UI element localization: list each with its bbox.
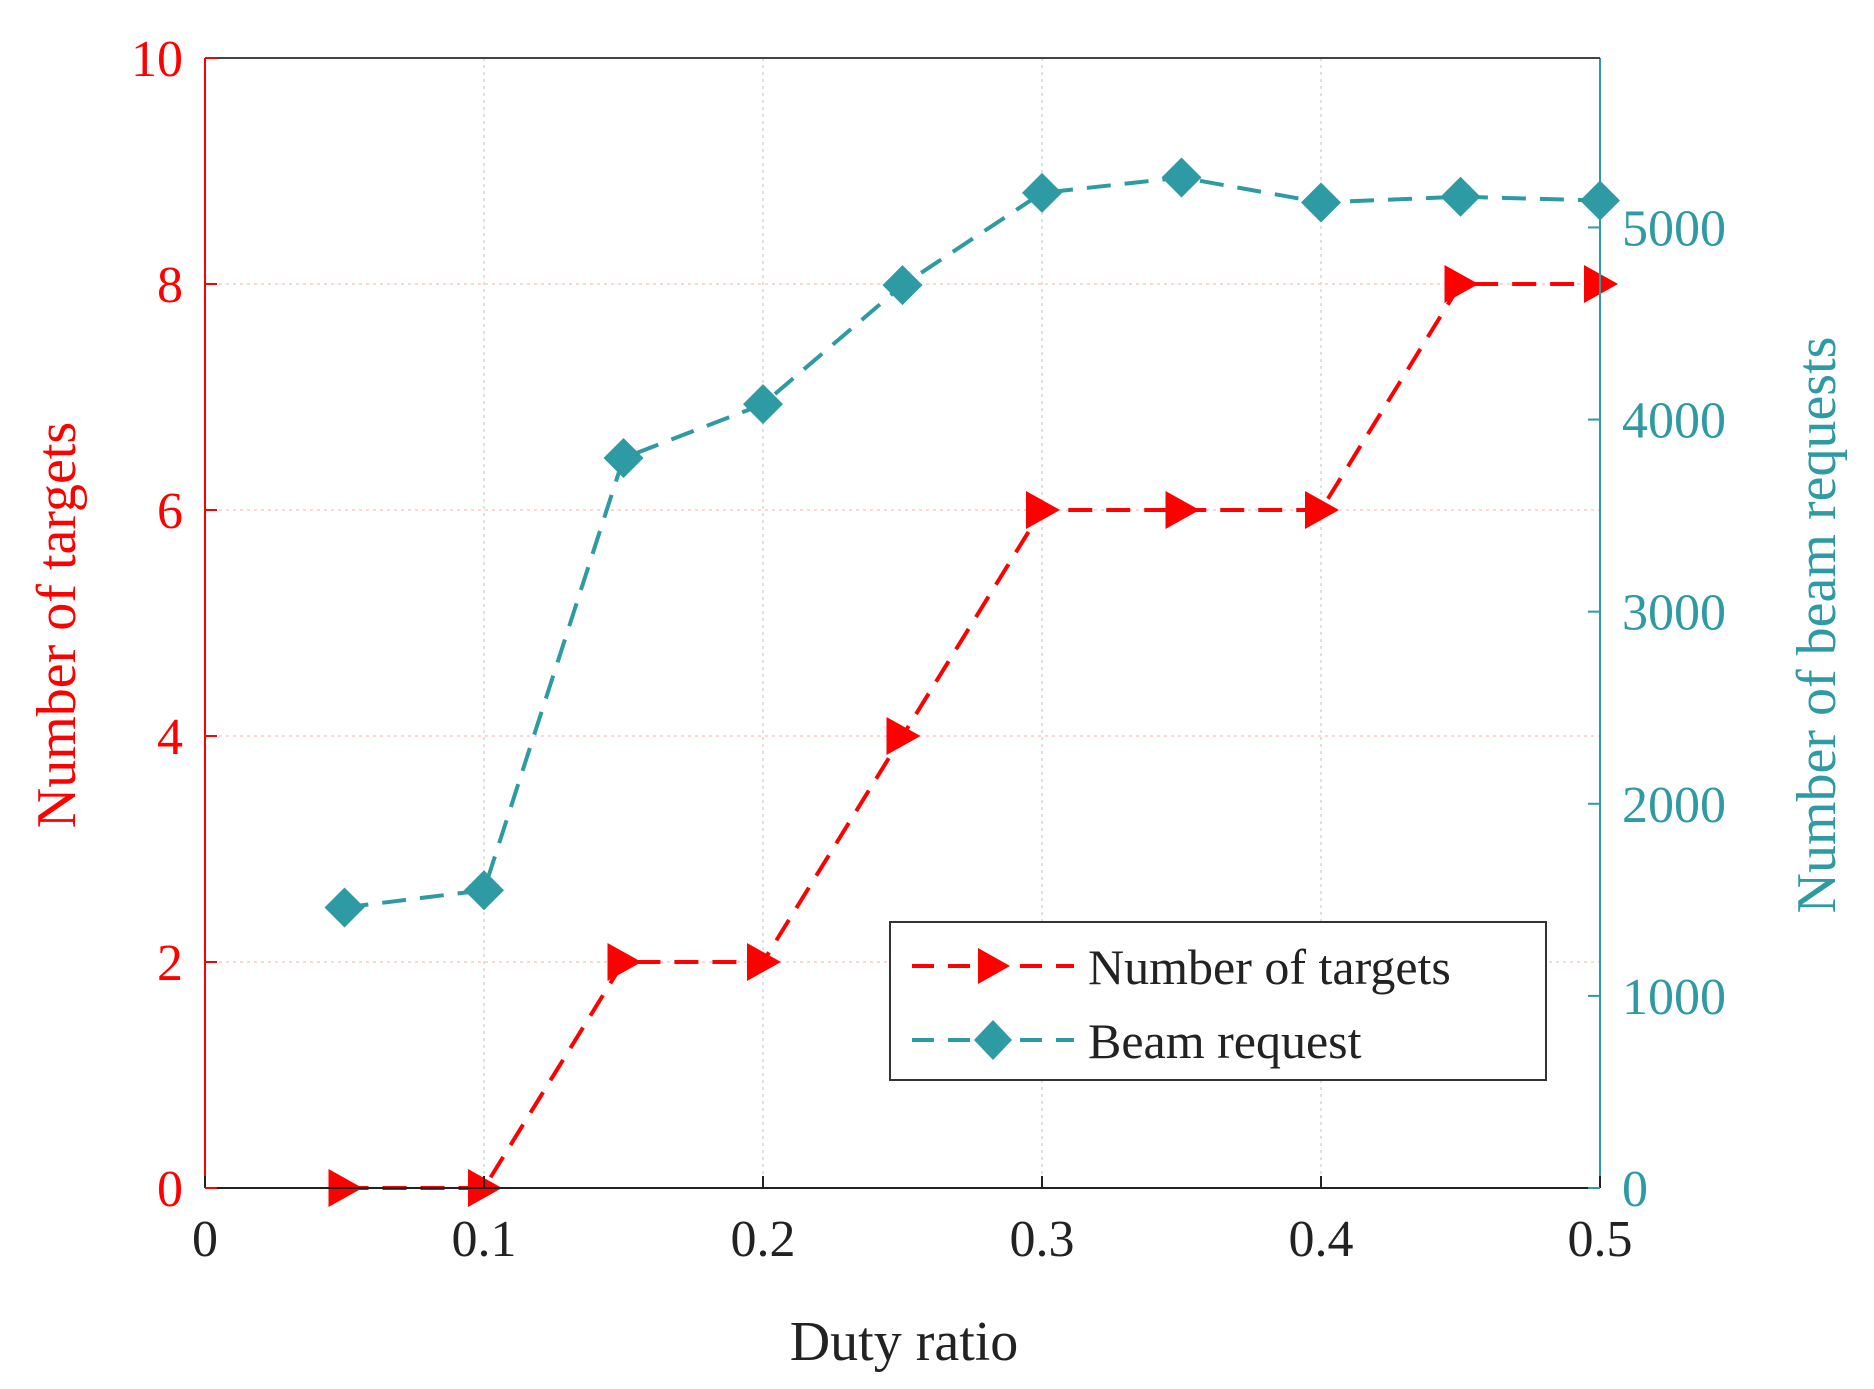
y-left-tick-label: 4 (157, 709, 183, 766)
series-line-beam-request (344, 175, 1601, 910)
y-left-tick-label: 6 (157, 483, 183, 540)
legend-box (889, 921, 1547, 1081)
x-axis-label: Duty ratio (790, 1311, 1019, 1373)
legend-marker-beam (974, 1020, 1012, 1060)
y-left-tick-label: 2 (157, 935, 183, 992)
targets-point (607, 943, 642, 981)
beam-request-point (1440, 176, 1481, 217)
y-right-tick-label: 2000 (1622, 777, 1726, 834)
beam-request-point (464, 870, 504, 911)
y-right-tick-label: 4000 (1622, 393, 1726, 450)
legend-marker-targets (978, 948, 1010, 984)
targets-point (1026, 491, 1060, 529)
x-tick-label: 0.2 (731, 1211, 796, 1268)
y-right-tick-label: 5000 (1622, 200, 1726, 257)
x-tick-label: 0.1 (452, 1211, 517, 1268)
beam-request-point (1301, 182, 1341, 223)
beam-request-point (324, 887, 365, 928)
targets-point (747, 943, 781, 981)
legend-label-beam: Beam request (1088, 1013, 1362, 1069)
targets-point (1305, 491, 1339, 529)
targets-point (886, 717, 921, 755)
y-right-tick-label: 3000 (1622, 585, 1726, 642)
y-left-tick-label: 10 (131, 31, 183, 88)
y-left-tick-label: 8 (157, 257, 183, 314)
legend: Number of targets Beam request (889, 921, 1547, 1081)
ticks: 0 0.1 0.2 0.3 0.4 0.5024681001000200030004000… (131, 31, 1726, 1268)
targets-point (1444, 265, 1479, 303)
beam-request-point (743, 384, 783, 425)
y-right-tick-label: 0 (1622, 1161, 1648, 1218)
axes (204, 57, 1601, 1189)
x-tick-label: 0.3 (1010, 1211, 1075, 1268)
y-left-tick-label: 0 (157, 1161, 183, 1218)
legend-label-targets: Number of targets (1088, 939, 1451, 995)
y-axis-right-label: Number of beam requests (1786, 337, 1848, 914)
beam-request-point (1161, 157, 1202, 198)
x-tick-label: 0.5 (1568, 1211, 1633, 1268)
series-line-targets (344, 282, 1600, 1190)
x-tick-label: 0.4 (1289, 1211, 1354, 1268)
beam-request-point (882, 265, 923, 306)
y-right-tick-label: 1000 (1622, 969, 1726, 1026)
beam-request-point (1022, 172, 1062, 213)
x-tick-label: 0 (192, 1211, 218, 1268)
y-axis-left-label: Number of targets (26, 422, 88, 828)
beam-request-point (603, 437, 644, 478)
targets-point (1165, 491, 1200, 529)
